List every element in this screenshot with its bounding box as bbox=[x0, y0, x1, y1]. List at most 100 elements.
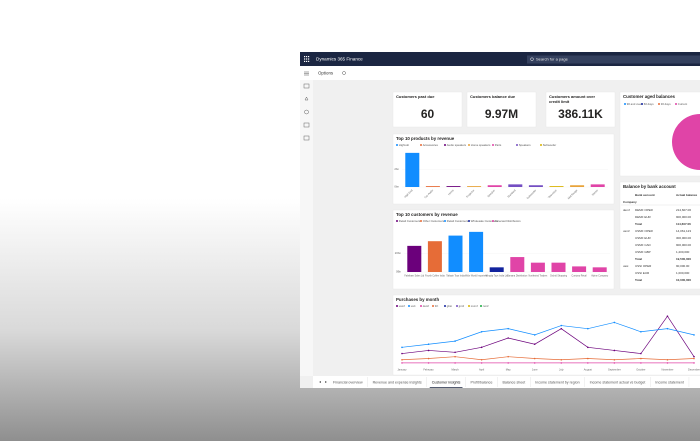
y-tick-label: 2bn bbox=[394, 167, 399, 171]
x-tick-label: Fabrikam Sales Ltd bbox=[404, 275, 425, 278]
bar bbox=[407, 245, 422, 272]
line-point bbox=[507, 355, 509, 358]
search-box[interactable] bbox=[527, 55, 700, 64]
x-tick-label: Fourth Coffee India bbox=[425, 275, 445, 278]
line-point bbox=[480, 346, 483, 349]
line-point bbox=[587, 357, 589, 360]
table-cell: 1,000,000 bbox=[676, 271, 690, 275]
line-point bbox=[454, 340, 456, 342]
table-cell: DEMF EUR bbox=[635, 215, 652, 219]
x-tick-label: December bbox=[688, 368, 700, 372]
tab[interactable]: Income statement actual vs budget bbox=[590, 380, 646, 384]
tab[interactable]: Financial overview bbox=[333, 380, 363, 384]
tab[interactable]: Income statement by region bbox=[535, 380, 579, 384]
tab[interactable]: Income statement bbox=[655, 380, 684, 384]
legend-swatch bbox=[492, 220, 494, 222]
card-title: Top 10 products by revenue bbox=[396, 136, 455, 141]
line-point bbox=[693, 355, 695, 358]
bar bbox=[467, 186, 482, 187]
line-point bbox=[640, 330, 642, 333]
line-point bbox=[613, 349, 616, 352]
y-tick-label: 0Bn bbox=[396, 270, 401, 274]
bar bbox=[572, 266, 587, 272]
legend-label: rumf bbox=[483, 304, 489, 308]
x-tick-label: Tailspin Toys India bbox=[446, 276, 465, 278]
x-tick-label: Car Audio bbox=[423, 188, 434, 199]
kpi-title: Customers past due bbox=[396, 94, 435, 99]
x-tick-label: November bbox=[661, 368, 673, 372]
line-point bbox=[454, 351, 456, 354]
line-series bbox=[401, 356, 695, 361]
line-point bbox=[666, 358, 669, 361]
card-title: Purchases by month bbox=[396, 297, 440, 302]
legend-swatch bbox=[420, 305, 422, 307]
legend-label: frrt bbox=[435, 304, 439, 308]
tab-scroll-left[interactable]: ◂ bbox=[319, 379, 321, 384]
search-action[interactable] bbox=[342, 71, 346, 75]
tab[interactable]: Balance sheet bbox=[502, 380, 525, 384]
legend-label: usrt bbox=[411, 304, 416, 308]
bar bbox=[508, 184, 523, 187]
table-cell: Total bbox=[635, 257, 642, 261]
y-tick-label: 0bn bbox=[394, 185, 399, 189]
nav-menu[interactable] bbox=[304, 71, 309, 76]
line-point bbox=[507, 362, 509, 364]
legend-label: Home speakers bbox=[471, 143, 491, 147]
bar bbox=[446, 186, 461, 187]
table-cell: USMF OPER bbox=[635, 229, 654, 233]
line-point bbox=[480, 330, 483, 333]
bar bbox=[487, 185, 502, 187]
line-point bbox=[533, 362, 536, 364]
x-tick-label: Northwind Traders bbox=[529, 275, 549, 278]
legend-label: Wholesale Customers bbox=[471, 219, 499, 223]
kpi-title: Customers balance due bbox=[470, 94, 516, 99]
card-title: Balance by bank account bbox=[623, 184, 676, 189]
legend-swatch bbox=[420, 144, 422, 146]
nav-pane bbox=[300, 80, 313, 376]
line-point bbox=[533, 357, 536, 360]
legend-label: Retail Customers bbox=[447, 219, 469, 223]
tab[interactable]: Profit/balance bbox=[470, 380, 492, 384]
legend-label: Retail Customers bbox=[399, 219, 421, 223]
legend-swatch bbox=[420, 220, 422, 222]
x-tick-label: Contoso Retail bbox=[572, 275, 588, 278]
x-tick-label: Stereo bbox=[591, 188, 600, 197]
nav-icons[interactable] bbox=[303, 83, 310, 141]
tab[interactable]: Revenue and expense insights bbox=[373, 380, 422, 384]
line-point bbox=[613, 358, 616, 361]
table-cell: usmf bbox=[623, 229, 630, 233]
line-point bbox=[613, 362, 616, 364]
legend-swatch bbox=[444, 144, 446, 146]
tab-scroll-right[interactable]: ▸ bbox=[325, 379, 327, 384]
x-tick-label: Banana Distribution bbox=[507, 275, 528, 278]
legend-label: Subwoofer bbox=[543, 143, 556, 147]
card bbox=[392, 294, 700, 376]
x-tick-label: Wingtip Toys India Ltd bbox=[485, 275, 508, 278]
legend-label: Other Customers bbox=[423, 219, 445, 223]
line-point bbox=[587, 346, 589, 349]
app-launcher[interactable] bbox=[304, 56, 310, 62]
line-point bbox=[427, 357, 430, 360]
line-point bbox=[401, 358, 403, 361]
legend-label: Audio speakers bbox=[447, 143, 467, 147]
x-tick-label: High End bbox=[403, 188, 414, 199]
table-cell: Total bbox=[635, 278, 642, 282]
table-cell: USSI OPER bbox=[635, 264, 652, 268]
options-button[interactable]: Options bbox=[318, 71, 334, 76]
x-tick-label: August bbox=[584, 368, 592, 372]
line-series bbox=[401, 322, 695, 348]
tab[interactable]: Customer insights bbox=[432, 380, 461, 384]
line-point bbox=[640, 352, 642, 355]
line-point bbox=[507, 327, 509, 330]
bar bbox=[489, 267, 504, 272]
line-point bbox=[454, 355, 456, 358]
line-point bbox=[427, 362, 430, 364]
kpi-value: 60 bbox=[421, 107, 435, 121]
line-point bbox=[533, 343, 536, 346]
bar bbox=[530, 262, 545, 272]
legend-swatch bbox=[444, 305, 446, 307]
x-tick-label: Subwoofer bbox=[525, 188, 537, 200]
table-cell: 900,000.00 bbox=[676, 243, 691, 247]
line-point bbox=[587, 327, 589, 330]
